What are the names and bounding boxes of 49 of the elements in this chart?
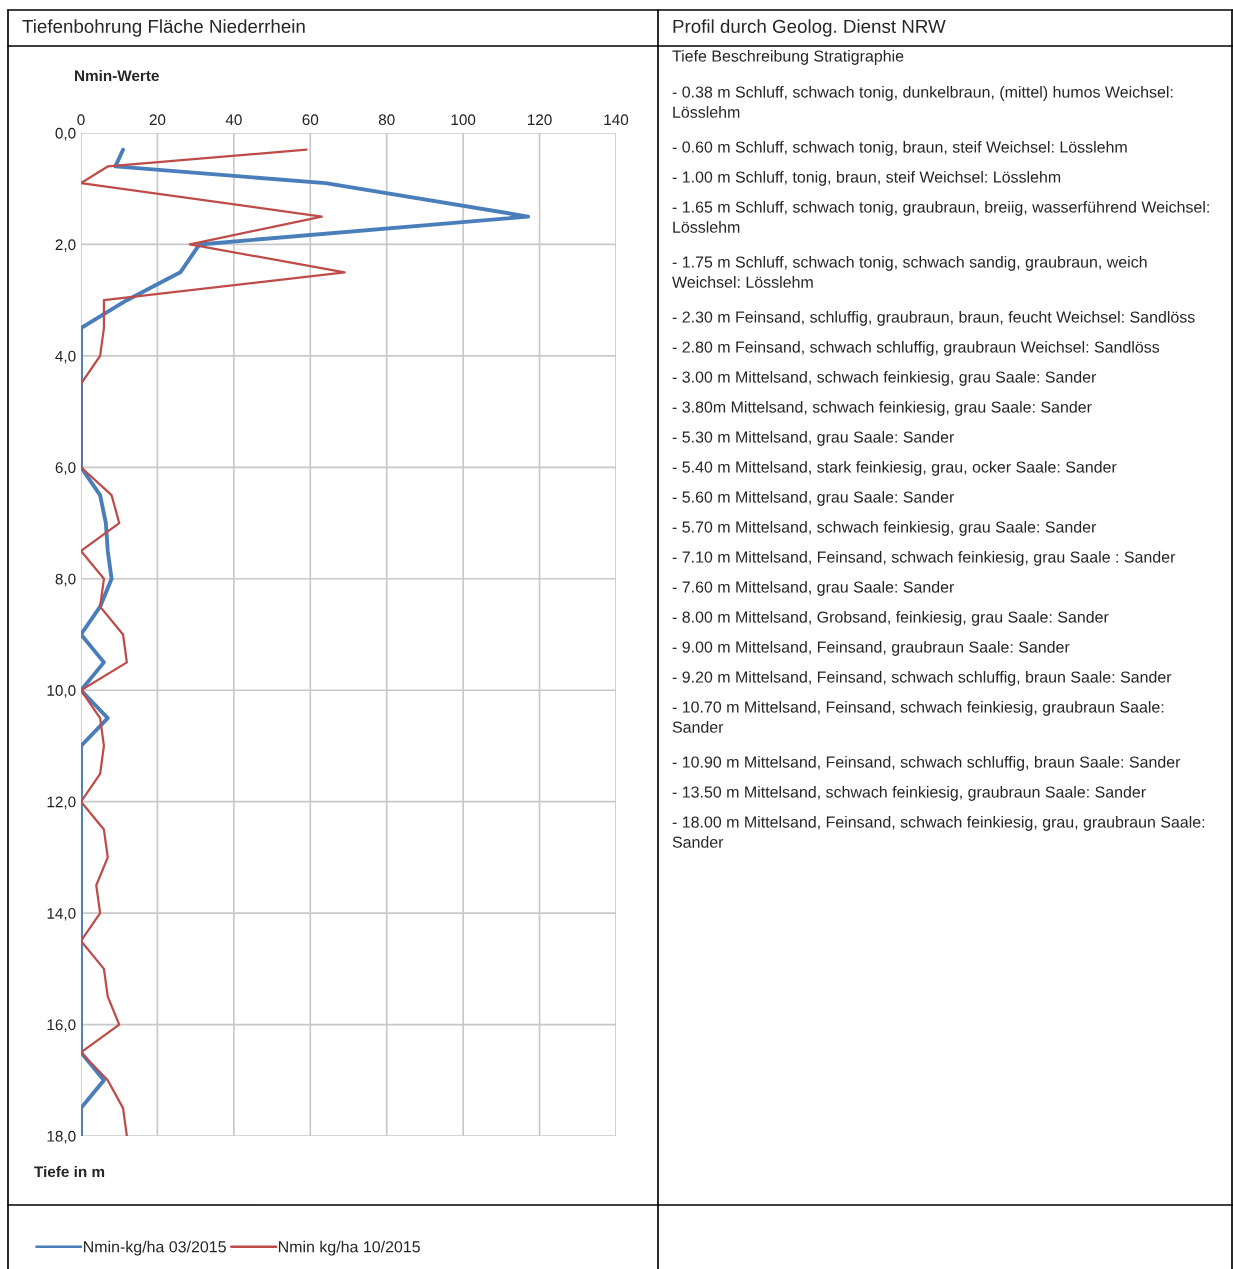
text: - 1.00 m Schluff, tonig, braun, steif Weichsel: Lösslehm	[672, 171, 1061, 186]
x-tick-label: 140	[604, 114, 629, 126]
legend-label: Nmin kg/ha 10/2015	[278, 1240, 420, 1256]
text: - 5.40 m Mittelsand, stark feinkiesig, grau, ocker Saale: Sander	[672, 461, 1117, 476]
x-tick-label: 80	[378, 114, 395, 126]
y-tick-label: 18,0	[47, 1130, 76, 1144]
text: - 18.00 m Mittelsand, Feinsand, schwach feinkiesig, grau, graubraun Saale: Sander	[672, 816, 1205, 848]
text: - 0.38 m Schluff, schwach tonig, dunkelbraun, (mittel) humos Weichsel: Lösslehm	[672, 86, 1173, 118]
x-tick-label: 60	[302, 114, 319, 126]
text: - 7.60 m Mittelsand, grau Saale: Sander	[672, 581, 955, 596]
text: - 10.70 m Mittelsand, Feinsand, schwach feinkiesig, graubraun Saale: Sander	[672, 701, 1164, 733]
y-tick-label: 10,0	[47, 685, 76, 698]
line-series	[81, 148, 346, 1136]
legend-label: Nmin-kg/ha 03/2015	[84, 1240, 226, 1256]
text: - 2.30 m Feinsand, schluffig, graubraun, braun, feucht Weichsel: Sandlöss	[672, 311, 1195, 326]
x-tick-label: 0	[77, 114, 85, 126]
text: - 1.75 m Schluff, schwach tonig, schwach sandig, graubraun, weich Weichsel: Lösslehm	[672, 256, 1147, 288]
x-tick-label: 120	[527, 114, 552, 126]
text: - 0.60 m Schluff, schwach tonig, braun, steif Weichsel: Lösslehm	[672, 141, 1127, 156]
text: - 3.80m Mittelsand, schwach feinkiesig, grau Saale: Sander	[672, 401, 1092, 416]
y-tick-label: 16,0	[47, 1019, 76, 1033]
text: Tiefe Beschreibung Stratigraphie	[672, 50, 904, 65]
text: - 5.60 m Mittelsand, grau Saale: Sander	[672, 491, 955, 506]
text: - 5.30 m Mittelsand, grau Saale: Sander	[672, 431, 955, 446]
text: - 9.00 m Mittelsand, Feinsand, graubraun Saale: Sander	[672, 641, 1070, 656]
text: - 10.90 m Mittelsand, Feinsand, schwach schluffig, braun Saale: Sander	[672, 756, 1181, 771]
y-tick-label: 12,0	[47, 796, 76, 810]
y-tick-label: 8,0	[55, 573, 76, 587]
y-tick-label: 2,0	[55, 239, 76, 252]
y-tick-label: 6,0	[55, 462, 76, 475]
x-tick-label: 40	[225, 114, 242, 126]
x-tick-label: 100	[451, 114, 476, 126]
text: Profil durch Geolog. Dienst NRW	[673, 19, 946, 37]
y-tick-label: 14,0	[47, 907, 76, 921]
text: - 13.50 m Mittelsand, schwach feinkiesig, graubraun Saale: Sander	[672, 786, 1146, 801]
text: - 2.80 m Feinsand, schwach schluffig, graubraun Weichsel: Sandlöss	[672, 341, 1160, 356]
line-series	[81, 147, 531, 1136]
text: - 7.10 m Mittelsand, Feinsand, schwach feinkiesig, grau Saale : Sander	[672, 551, 1176, 566]
y-axis-title: Tiefe in m	[34, 1165, 105, 1178]
text: - 9.20 m Mittelsand, Feinsand, schwach schluffig, braun Saale: Sander	[672, 671, 1172, 686]
x-tick-label: 20	[149, 114, 166, 126]
text: - 1.65 m Schluff, schwach tonig, graubraun, breiig, wasserführend Weichsel: Lösslehm	[672, 201, 1209, 233]
y-tick-label: 0,0	[55, 127, 76, 141]
text: - 5.70 m Mittelsand, schwach feinkiesig, grau Saale: Sander	[672, 521, 1097, 536]
text: - 8.00 m Mittelsand, Grobsand, feinkiesig, grau Saale: Sander	[672, 611, 1109, 626]
text: - 3.00 m Mittelsand, schwach feinkiesig, grau Saale: Sander	[672, 371, 1097, 386]
y-tick-label: 4,0	[55, 350, 76, 364]
chart-title: Tiefenbohrung Fläche Niederrhein	[22, 19, 305, 37]
x-axis-title: Nmin-Werte	[75, 69, 159, 82]
